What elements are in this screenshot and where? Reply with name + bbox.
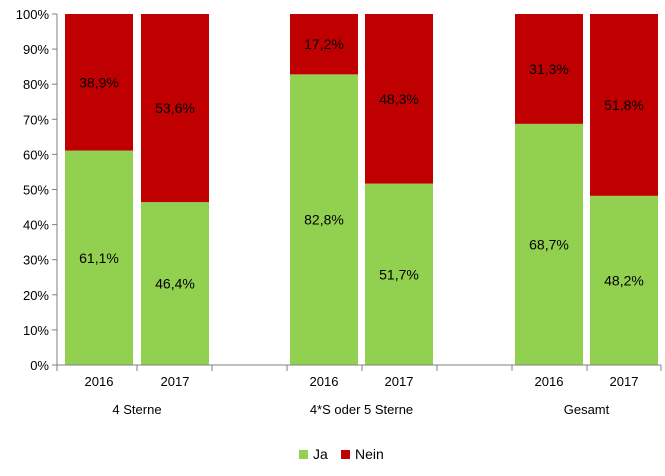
x-category-label: 2016 [85,374,114,389]
y-axis-ticks: 0% 10% 20% 30% 40% 50% 60% 70% 80% 90% 100% [16,7,57,373]
x-category-label: 2016 [535,374,564,389]
data-label-nein: 51,8% [604,97,644,113]
data-label-ja: 82,8% [304,212,344,228]
y-tick-label: 70% [23,112,49,127]
y-tick-label: 60% [23,147,49,162]
data-label-nein: 38,9% [79,74,119,90]
bar-segment-ja [290,74,358,365]
data-label-ja: 68,7% [529,236,569,252]
bar-segment-ja [65,150,133,365]
legend-label-ja: Ja [313,446,328,462]
data-label-nein: 17,2% [304,36,344,52]
axes [56,14,662,371]
y-tick-label: 0% [30,358,49,373]
data-label-ja: 61,1% [79,250,119,266]
legend-swatch-nein [341,450,350,459]
bar-segment-nein [515,14,583,124]
x-group-label: Gesamt [564,402,610,417]
legend-label-nein: Nein [355,446,384,462]
x-group-label: 4*S oder 5 Sterne [310,402,413,417]
bar-segment-ja [141,202,209,365]
y-tick-label: 80% [23,77,49,92]
y-tick-label: 90% [23,42,49,57]
y-tick-label: 30% [23,253,49,268]
bar-segment-ja [515,123,583,365]
x-category-label: 2016 [310,374,339,389]
y-tick-label: 100% [16,7,50,22]
data-label-ja: 51,7% [379,266,419,282]
bar-segment-ja [590,195,658,365]
data-label-nein: 48,3% [379,91,419,107]
legend: Ja Nein [299,446,384,462]
bar-segment-nein [290,14,358,75]
y-tick-label: 40% [23,218,49,233]
bar-segment-nein [65,14,133,151]
bar-segment-ja [365,183,433,365]
y-tick-label: 10% [23,323,49,338]
x-category-label: 2017 [610,374,639,389]
y-tick-label: 20% [23,288,49,303]
data-label-ja: 48,2% [604,272,644,288]
x-category-label: 2017 [385,374,414,389]
bar-segment-nein [141,14,209,203]
y-tick-label: 50% [23,183,49,198]
data-label-nein: 31,3% [529,61,569,77]
x-group-label: 4 Sterne [112,402,161,417]
bar-segment-nein [365,14,433,184]
x-category-label: 2017 [161,374,190,389]
data-label-ja: 46,4% [155,276,195,292]
bar-segment-nein [590,14,658,196]
bars: 61,1% 38,9% 46,4% 53,6% 82,8% 17,2% 51,7% 48,3%… [65,14,658,365]
data-label-nein: 53,6% [155,100,195,116]
legend-swatch-ja [299,450,308,459]
